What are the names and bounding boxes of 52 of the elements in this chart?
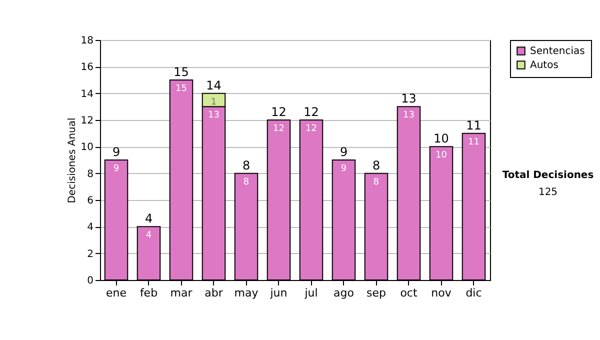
data-label: 8	[373, 177, 380, 188]
data-label: 9	[340, 164, 347, 174]
total-label: 8	[372, 158, 380, 172]
y-tick-label: 0	[87, 276, 94, 286]
x-tick-label: sep	[366, 286, 386, 300]
data-label: 4	[146, 230, 152, 241]
x-tick-label: feb	[140, 286, 158, 300]
x-tick-label: nov	[431, 286, 452, 300]
x-tick-label: dic	[466, 286, 482, 300]
x-tick-label: mar	[170, 286, 193, 300]
x-tick-label: ene	[106, 286, 127, 300]
total-label: 9	[340, 145, 348, 159]
y-tick-label: 4	[87, 222, 94, 234]
data-label: 12	[273, 124, 284, 134]
x-tick-label: ago	[334, 286, 354, 300]
data-label: 15	[176, 84, 187, 94]
data-label: 13	[208, 110, 220, 121]
total-label: 12	[304, 105, 319, 119]
text: 125	[537, 187, 559, 198]
total-label: 4	[144, 212, 153, 226]
x-tick-label: may	[234, 286, 259, 300]
x-tick-label: jun	[269, 286, 288, 300]
data-label: 11	[468, 137, 480, 148]
total-label: 11	[466, 118, 482, 132]
text: Total Decisiones	[501, 170, 595, 181]
y-tick-label: 8	[87, 168, 94, 180]
total-label: 15	[174, 65, 189, 79]
data-label: 12	[306, 124, 317, 134]
y-tick-label: 14	[80, 88, 94, 100]
total-label: 12	[271, 105, 286, 119]
legend-label: Autos	[530, 60, 558, 71]
y-tick-label: 10	[80, 142, 94, 154]
total-label: 13	[401, 92, 416, 106]
total-label: 10	[434, 132, 449, 146]
data-label: 10	[436, 150, 448, 161]
y-tick-label: 12	[80, 116, 94, 126]
y-tick-label: 16	[80, 62, 94, 74]
x-tick-label: jul	[304, 286, 318, 300]
y-axis-title: Decisiones Anual	[66, 118, 78, 204]
data-label: 1	[210, 97, 217, 108]
x-tick-label: abr	[204, 286, 224, 300]
y-tick-label: 18	[80, 36, 94, 46]
legend-label: Sentencias	[530, 46, 585, 57]
total-label: 9	[112, 145, 120, 159]
x-tick-label: oct	[400, 286, 418, 300]
y-tick-label: 2	[87, 248, 94, 260]
total-label: 14	[206, 78, 222, 92]
data-label: 8	[243, 177, 250, 188]
data-label: 13	[403, 110, 414, 121]
data-label: 9	[113, 164, 120, 174]
y-tick-label: 6	[87, 196, 94, 206]
total-label: 8	[242, 158, 250, 172]
